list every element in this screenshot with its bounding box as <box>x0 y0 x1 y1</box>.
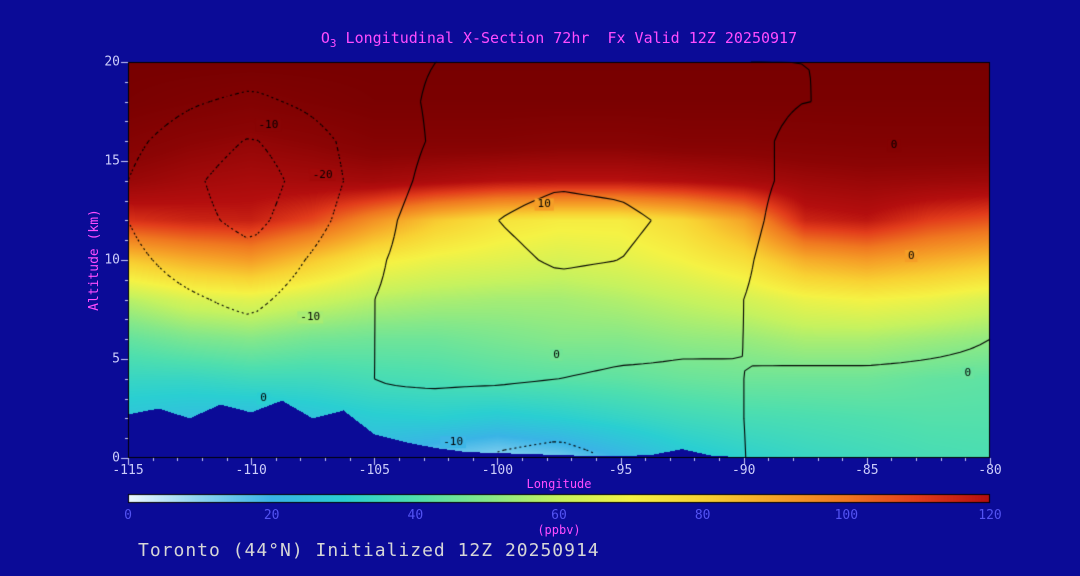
colorbar <box>128 494 990 503</box>
colorbar-tick-label: 80 <box>694 508 711 523</box>
plot-title-rest: Longitudinal X-Section 72hr Fx Valid 12Z… <box>336 29 798 47</box>
colorbar-tick-label: 60 <box>551 508 567 523</box>
y-tick-label: 20 <box>104 54 120 70</box>
colorbar-tick-label: 120 <box>978 508 1002 523</box>
plot-title-prefix: O <box>320 29 330 47</box>
plot-title: O3 Longitudinal X-Section 72hr Fx Valid … <box>128 29 990 50</box>
y-tick-label: 15 <box>104 153 120 169</box>
x-tick-label: -80 <box>978 463 1002 478</box>
colorbar-tick-label: 100 <box>834 508 859 523</box>
x-tick-label: -90 <box>731 463 756 478</box>
plot-title-subscript: 3 <box>329 37 337 50</box>
x-tick-label: -105 <box>358 463 390 478</box>
y-tick-label: 10 <box>104 252 120 268</box>
x-tick-label: -110 <box>235 463 267 478</box>
x-tick-label: -85 <box>855 463 879 478</box>
colorbar-tick-label: 20 <box>263 508 280 523</box>
initialization-caption: Toronto (44°N) Initialized 12Z 20250914 <box>138 540 600 561</box>
colorbar-tick-label: 40 <box>407 508 424 523</box>
x-tick-label: -100 <box>481 463 514 478</box>
x-tick-label: -115 <box>112 463 144 478</box>
y-tick-label: 5 <box>112 351 120 367</box>
colorbar-tick-label: 0 <box>124 508 132 523</box>
x-axis-label: Longitude <box>526 477 592 491</box>
x-tick-label: -95 <box>608 463 633 478</box>
y-tick-label: 0 <box>112 450 120 466</box>
colorbar-units-label: (ppbv) <box>537 523 581 537</box>
